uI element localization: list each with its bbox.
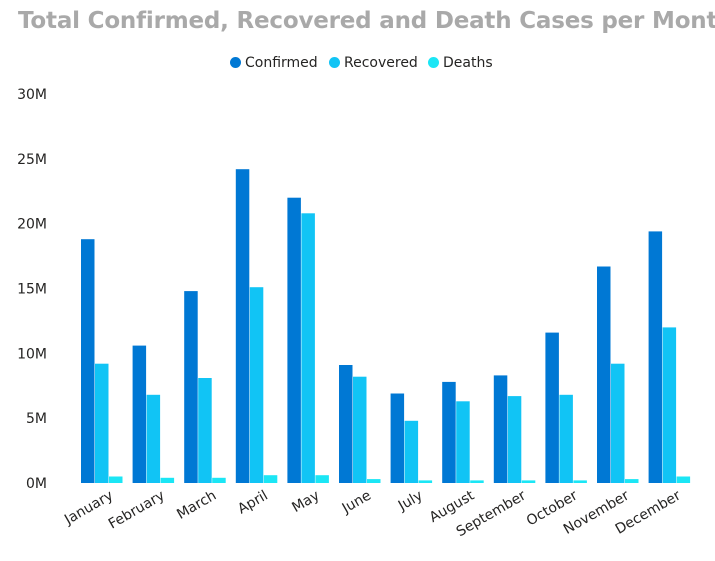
bar-deaths-january[interactable] xyxy=(109,476,123,484)
bar-recovered-march[interactable] xyxy=(198,378,212,483)
x-tick-label: March xyxy=(174,488,219,523)
y-tick-label: 25M xyxy=(17,152,47,168)
legend-label-recovered: Recovered xyxy=(344,55,418,71)
x-tick-label: May xyxy=(289,488,322,516)
bar-deaths-december[interactable] xyxy=(676,476,691,484)
bar-recovered-august[interactable] xyxy=(456,401,470,483)
y-tick-label: 10M xyxy=(17,346,47,362)
legend-item-recovered[interactable]: Recovered xyxy=(329,55,418,71)
bar-deaths-february[interactable] xyxy=(160,477,175,483)
bar-recovered-february[interactable] xyxy=(146,394,161,483)
bar-deaths-april[interactable] xyxy=(263,475,278,483)
bar-recovered-december[interactable] xyxy=(662,327,677,483)
bar-deaths-may[interactable] xyxy=(315,475,329,483)
bar-confirmed-april[interactable] xyxy=(235,169,250,483)
bar-confirmed-september[interactable] xyxy=(493,375,508,483)
y-tick-label: 30M xyxy=(17,87,47,103)
bar-deaths-august[interactable] xyxy=(470,480,484,483)
x-tick-label: June xyxy=(339,488,374,518)
bar-recovered-september[interactable] xyxy=(507,396,522,483)
bar-recovered-october[interactable] xyxy=(559,394,573,483)
bar-deaths-june[interactable] xyxy=(367,479,381,483)
bar-recovered-may[interactable] xyxy=(301,213,315,484)
y-tick-label: 15M xyxy=(17,282,47,298)
bar-confirmed-december[interactable] xyxy=(648,231,663,483)
bar-deaths-september[interactable] xyxy=(521,480,536,483)
bar-confirmed-january[interactable] xyxy=(81,239,95,483)
legend-label-deaths: Deaths xyxy=(443,55,493,71)
bar-confirmed-june[interactable] xyxy=(339,365,353,483)
bar-deaths-march[interactable] xyxy=(212,477,226,483)
y-tick-label: 20M xyxy=(17,217,47,233)
legend-marker-deaths xyxy=(428,57,439,68)
bar-deaths-november[interactable] xyxy=(625,479,639,483)
y-axis: 0M 5M 10M 15M 20M 25M 30M xyxy=(17,87,47,492)
bar-confirmed-october[interactable] xyxy=(545,332,559,483)
bar-recovered-january[interactable] xyxy=(95,363,109,483)
x-tick-label: July xyxy=(395,488,426,515)
bar-confirmed-august[interactable] xyxy=(442,381,456,483)
legend-label-confirmed: Confirmed xyxy=(245,55,318,71)
bar-recovered-july[interactable] xyxy=(404,420,419,483)
bar-recovered-june[interactable] xyxy=(353,376,367,483)
bar-deaths-july[interactable] xyxy=(418,480,433,483)
bar-recovered-april[interactable] xyxy=(249,287,264,483)
bar-confirmed-may[interactable] xyxy=(287,197,301,483)
bar-deaths-october[interactable] xyxy=(573,480,587,483)
bars xyxy=(81,169,691,484)
x-tick-label: February xyxy=(106,488,168,533)
legend-marker-recovered xyxy=(329,57,340,68)
legend-item-confirmed[interactable]: Confirmed xyxy=(230,55,318,71)
y-tick-label: 0M xyxy=(26,476,47,492)
y-tick-label: 5M xyxy=(26,411,47,427)
legend-marker-confirmed xyxy=(230,57,241,68)
x-tick-label: April xyxy=(235,488,271,518)
bar-recovered-november[interactable] xyxy=(611,363,625,483)
bar-confirmed-march[interactable] xyxy=(184,291,198,483)
legend: Confirmed Recovered Deaths xyxy=(0,55,715,75)
chart-title: Total Confirmed, Recovered and Death Cas… xyxy=(18,8,715,34)
bar-confirmed-november[interactable] xyxy=(597,266,611,484)
bar-confirmed-february[interactable] xyxy=(132,345,147,483)
bar-confirmed-july[interactable] xyxy=(390,393,405,484)
legend-item-deaths[interactable]: Deaths xyxy=(428,55,493,71)
